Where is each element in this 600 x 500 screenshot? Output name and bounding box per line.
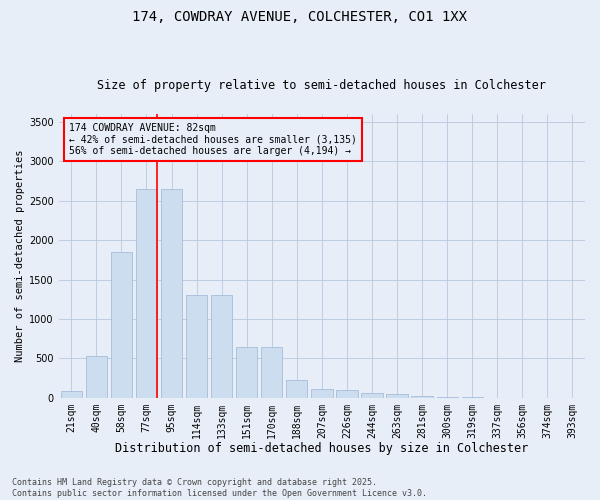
- Bar: [61, 392, 82, 398]
- Bar: [437, 397, 458, 398]
- Y-axis label: Number of semi-detached properties: Number of semi-detached properties: [15, 150, 25, 362]
- Bar: [261, 348, 283, 398]
- Bar: [311, 389, 332, 398]
- Bar: [111, 252, 132, 398]
- Bar: [361, 392, 383, 398]
- Bar: [386, 394, 408, 398]
- Bar: [136, 189, 157, 398]
- X-axis label: Distribution of semi-detached houses by size in Colchester: Distribution of semi-detached houses by …: [115, 442, 529, 455]
- Bar: [211, 296, 232, 398]
- Text: 174, COWDRAY AVENUE, COLCHESTER, CO1 1XX: 174, COWDRAY AVENUE, COLCHESTER, CO1 1XX: [133, 10, 467, 24]
- Bar: [286, 380, 307, 398]
- Bar: [412, 396, 433, 398]
- Text: 174 COWDRAY AVENUE: 82sqm
← 42% of semi-detached houses are smaller (3,135)
56% : 174 COWDRAY AVENUE: 82sqm ← 42% of semi-…: [70, 122, 357, 156]
- Bar: [86, 356, 107, 398]
- Bar: [336, 390, 358, 398]
- Text: Contains HM Land Registry data © Crown copyright and database right 2025.
Contai: Contains HM Land Registry data © Crown c…: [12, 478, 427, 498]
- Bar: [161, 189, 182, 398]
- Bar: [186, 296, 207, 398]
- Bar: [236, 348, 257, 398]
- Title: Size of property relative to semi-detached houses in Colchester: Size of property relative to semi-detach…: [97, 79, 547, 92]
